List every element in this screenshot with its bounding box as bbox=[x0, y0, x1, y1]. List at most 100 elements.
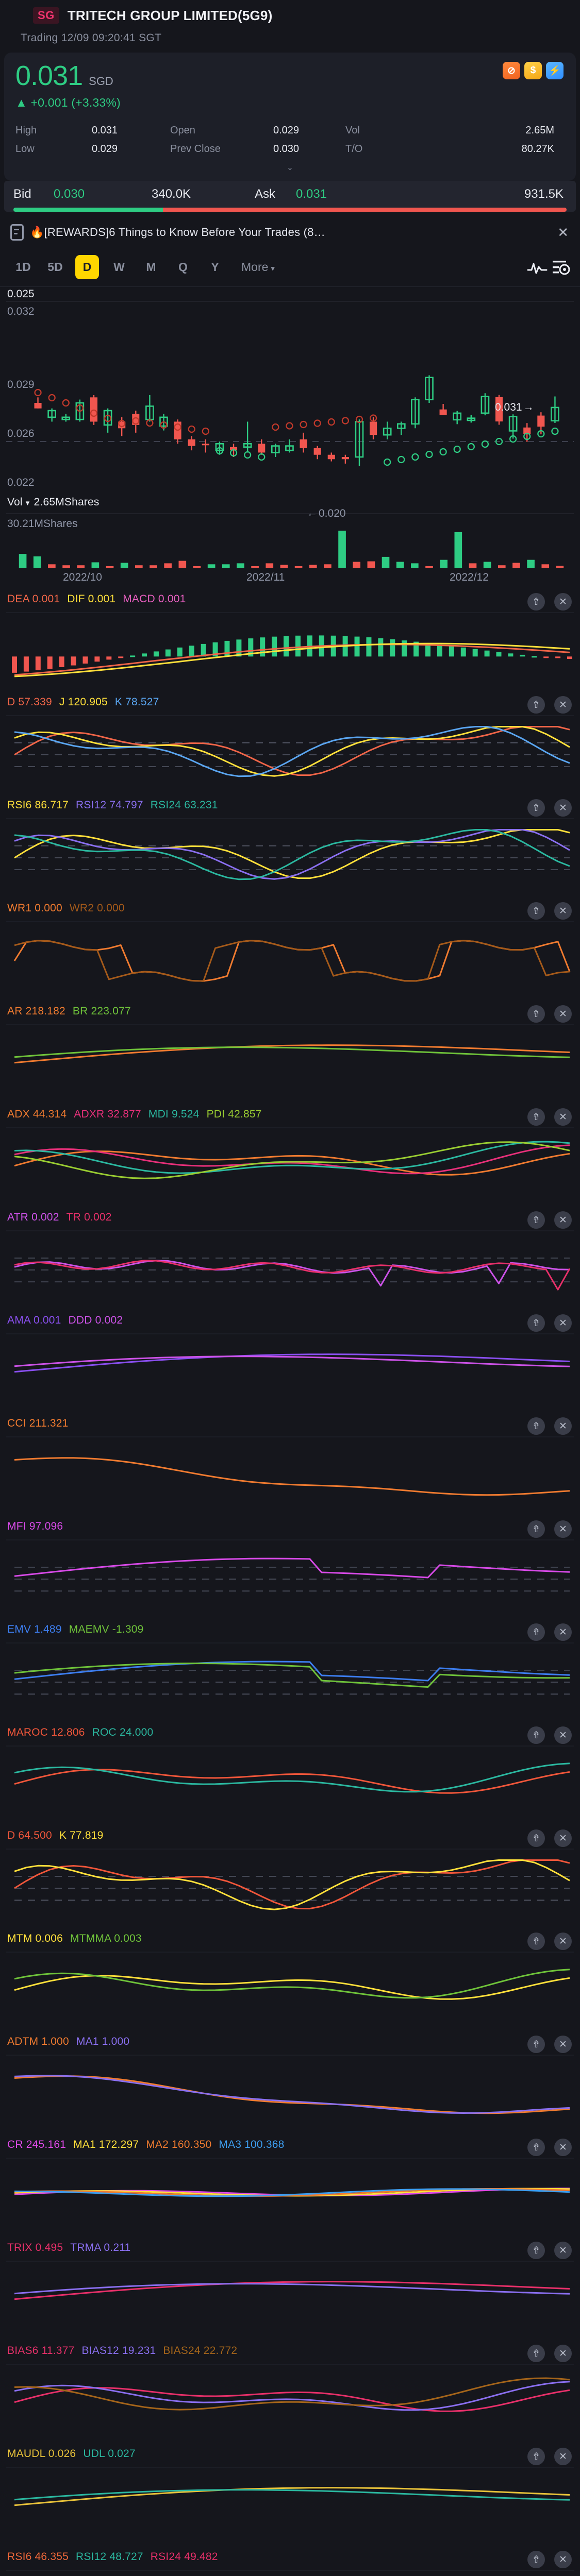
close-icon[interactable]: ✕ bbox=[554, 2448, 572, 2465]
mtm-panel-plot[interactable] bbox=[0, 1929, 580, 2032]
period-tab-bar[interactable]: 1D 5D D W M Q Y More ▾ bbox=[0, 248, 580, 287]
pin-up-icon[interactable]: ⇮ bbox=[527, 1314, 545, 1332]
kdj-panel[interactable]: D 57.339 J 120.905 K 78.527 ⇮ ✕ bbox=[0, 693, 580, 796]
close-icon[interactable]: ✕ bbox=[554, 1520, 572, 1538]
no-fee-icon[interactable]: ⊘ bbox=[503, 62, 520, 79]
pin-up-icon[interactable]: ⇮ bbox=[527, 2036, 545, 2053]
macd-panel-plot[interactable] bbox=[0, 590, 580, 693]
close-icon[interactable]: ✕ bbox=[554, 2242, 572, 2259]
emv-panel-controls[interactable]: ⇮ ✕ bbox=[527, 1623, 572, 1641]
roc-panel-plot[interactable] bbox=[0, 1723, 580, 1826]
volume-bars[interactable] bbox=[0, 493, 580, 570]
rsi2-panel[interactable]: RSI6 46.355 RSI12 48.727 RSI24 49.482 ⇮ ✕ bbox=[0, 2548, 580, 2576]
kd-panel-controls[interactable]: ⇮ ✕ bbox=[527, 1829, 572, 1847]
emv-panel[interactable]: EMV 1.489 MAEMV -1.309 ⇮ ✕ bbox=[0, 1620, 580, 1723]
bias-panel-plot[interactable] bbox=[0, 2342, 580, 2445]
tab-m[interactable]: M bbox=[146, 260, 156, 274]
pin-up-icon[interactable]: ⇮ bbox=[527, 2345, 545, 2362]
pin-up-icon[interactable]: ⇮ bbox=[527, 1933, 545, 1950]
macd-panel[interactable]: DEA 0.001 DIF 0.001 MACD 0.001 ⇮ ✕ bbox=[0, 590, 580, 693]
close-icon[interactable]: ✕ bbox=[554, 799, 572, 817]
cci-panel-plot[interactable] bbox=[0, 1414, 580, 1517]
wr-panel-plot[interactable] bbox=[0, 899, 580, 1002]
atr-panel[interactable]: ATR 0.002 TR 0.002 ⇮ ✕ bbox=[0, 1208, 580, 1311]
atr-panel-controls[interactable]: ⇮ ✕ bbox=[527, 1211, 572, 1229]
pin-up-icon[interactable]: ⇮ bbox=[527, 1417, 545, 1435]
indicator-panel-stack[interactable]: DEA 0.001 DIF 0.001 MACD 0.001 ⇮ ✕ D 57.339 J… bbox=[0, 590, 580, 2576]
promo-badges[interactable]: ⊘ $ ⚡ bbox=[503, 62, 564, 79]
close-icon[interactable]: ✕ bbox=[554, 1726, 572, 1744]
close-icon[interactable]: ✕ bbox=[554, 593, 572, 611]
arbr-panel-plot[interactable] bbox=[0, 1002, 580, 1105]
wr-panel-controls[interactable]: ⇮ ✕ bbox=[527, 902, 572, 920]
expand-chevron-down-icon[interactable]: ⌄ bbox=[286, 163, 294, 172]
tab-more[interactable]: More ▾ bbox=[231, 257, 279, 277]
indicator-line-icon[interactable] bbox=[525, 256, 549, 279]
chevron-down-icon[interactable]: ▾ bbox=[25, 499, 30, 507]
pin-up-icon[interactable]: ⇮ bbox=[527, 1623, 545, 1641]
cr-panel-controls[interactable]: ⇮ ✕ bbox=[527, 2139, 572, 2156]
close-icon[interactable]: ✕ bbox=[554, 2036, 572, 2053]
mtm-panel-controls[interactable]: ⇮ ✕ bbox=[527, 1933, 572, 1950]
maudl-panel-plot[interactable] bbox=[0, 2445, 580, 2548]
ama-panel[interactable]: AMA 0.001 DDD 0.002 ⇮ ✕ bbox=[0, 1311, 580, 1414]
tab-y[interactable]: Y bbox=[211, 260, 219, 274]
pin-up-icon[interactable]: ⇮ bbox=[527, 1520, 545, 1538]
volume-panel[interactable]: Vol ▾ 2.65MShares 30.21MShares bbox=[0, 493, 580, 570]
macd-panel-controls[interactable]: ⇮ ✕ bbox=[527, 593, 572, 611]
arbr-panel[interactable]: AR 218.182 BR 223.077 ⇮ ✕ bbox=[0, 1002, 580, 1105]
mfi-panel[interactable]: MFI 97.096 ⇮ ✕ bbox=[0, 1517, 580, 1620]
pin-up-icon[interactable]: ⇮ bbox=[527, 2448, 545, 2465]
dmi-panel[interactable]: ADX 44.314 ADXR 32.877 MDI 9.524 PDI 42.857… bbox=[0, 1105, 580, 1208]
cci-panel-controls[interactable]: ⇮ ✕ bbox=[527, 1417, 572, 1435]
emv-panel-plot[interactable] bbox=[0, 1620, 580, 1723]
pin-up-icon[interactable]: ⇮ bbox=[527, 2242, 545, 2259]
pin-up-icon[interactable]: ⇮ bbox=[527, 2139, 545, 2156]
pin-up-icon[interactable]: ⇮ bbox=[527, 1211, 545, 1229]
price-chart-panel[interactable]: 0.025 0.032 0.029 0.026 0.022 0.031→ ←0.… bbox=[0, 287, 580, 519]
adtm-panel-plot[interactable] bbox=[0, 2032, 580, 2136]
close-icon[interactable]: ✕ bbox=[554, 902, 572, 920]
close-icon[interactable]: ✕ bbox=[554, 1005, 572, 1023]
tab-q[interactable]: Q bbox=[178, 260, 188, 274]
pin-up-icon[interactable]: ⇮ bbox=[527, 1726, 545, 1744]
pin-up-icon[interactable]: ⇮ bbox=[527, 593, 545, 611]
kd-panel-plot[interactable] bbox=[0, 1826, 580, 1929]
pin-up-icon[interactable]: ⇮ bbox=[527, 902, 545, 920]
bias-panel-controls[interactable]: ⇮ ✕ bbox=[527, 2345, 572, 2362]
ama-panel-controls[interactable]: ⇮ ✕ bbox=[527, 1314, 572, 1332]
kd-panel[interactable]: D 64.500 K 77.819 ⇮ ✕ bbox=[0, 1826, 580, 1929]
trix-panel[interactable]: TRIX 0.495 TRMA 0.211 ⇮ ✕ bbox=[0, 2239, 580, 2342]
tab-1d[interactable]: 1D bbox=[15, 260, 31, 274]
dmi-panel-controls[interactable]: ⇮ ✕ bbox=[527, 1108, 572, 1126]
pin-up-icon[interactable]: ⇮ bbox=[527, 696, 545, 714]
bias-panel[interactable]: BIAS6 11.377 BIAS12 19.231 BIAS24 22.772 ⇮ ✕ bbox=[0, 2342, 580, 2445]
arbr-panel-controls[interactable]: ⇮ ✕ bbox=[527, 1005, 572, 1023]
rsi2-panel-controls[interactable]: ⇮ ✕ bbox=[527, 2551, 572, 2568]
rsi-panel-controls[interactable]: ⇮ ✕ bbox=[527, 799, 572, 817]
news-banner[interactable]: 🔥[REWARDS]6 Things to Know Before Your T… bbox=[0, 217, 580, 248]
lightning-icon[interactable]: ⚡ bbox=[546, 62, 564, 79]
cr-panel-plot[interactable] bbox=[0, 2136, 580, 2239]
pin-up-icon[interactable]: ⇮ bbox=[527, 799, 545, 817]
pin-up-icon[interactable]: ⇮ bbox=[527, 1005, 545, 1023]
roc-panel[interactable]: MAROC 12.806 ROC 24.000 ⇮ ✕ bbox=[0, 1723, 580, 1826]
kdj-panel-plot[interactable] bbox=[0, 693, 580, 796]
tab-5d[interactable]: 5D bbox=[47, 260, 63, 274]
ama-panel-plot[interactable] bbox=[0, 1311, 580, 1414]
tab-d[interactable]: D bbox=[75, 255, 99, 279]
close-icon[interactable]: ✕ bbox=[554, 2139, 572, 2156]
news-headline[interactable]: 🔥[REWARDS]6 Things to Know Before Your T… bbox=[30, 226, 325, 239]
adtm-panel[interactable]: ADTM 1.000 MA1 1.000 ⇮ ✕ bbox=[0, 2032, 580, 2136]
trix-panel-controls[interactable]: ⇮ ✕ bbox=[527, 2242, 572, 2259]
dollar-icon[interactable]: $ bbox=[524, 62, 542, 79]
rsi-panel-plot[interactable] bbox=[0, 796, 580, 899]
close-icon[interactable]: ✕ bbox=[554, 1829, 572, 1847]
wr-panel[interactable]: WR1 0.000 WR2 0.000 ⇮ ✕ bbox=[0, 899, 580, 1002]
mfi-panel-controls[interactable]: ⇮ ✕ bbox=[527, 1520, 572, 1538]
close-icon[interactable]: ✕ bbox=[554, 1314, 572, 1332]
close-icon[interactable]: ✕ bbox=[554, 1108, 572, 1126]
cr-panel[interactable]: CR 245.161 MA1 172.297 MA2 160.350 MA3 100.… bbox=[0, 2136, 580, 2239]
close-icon[interactable]: ✕ bbox=[554, 2345, 572, 2362]
maudl-panel-controls[interactable]: ⇮ ✕ bbox=[527, 2448, 572, 2465]
